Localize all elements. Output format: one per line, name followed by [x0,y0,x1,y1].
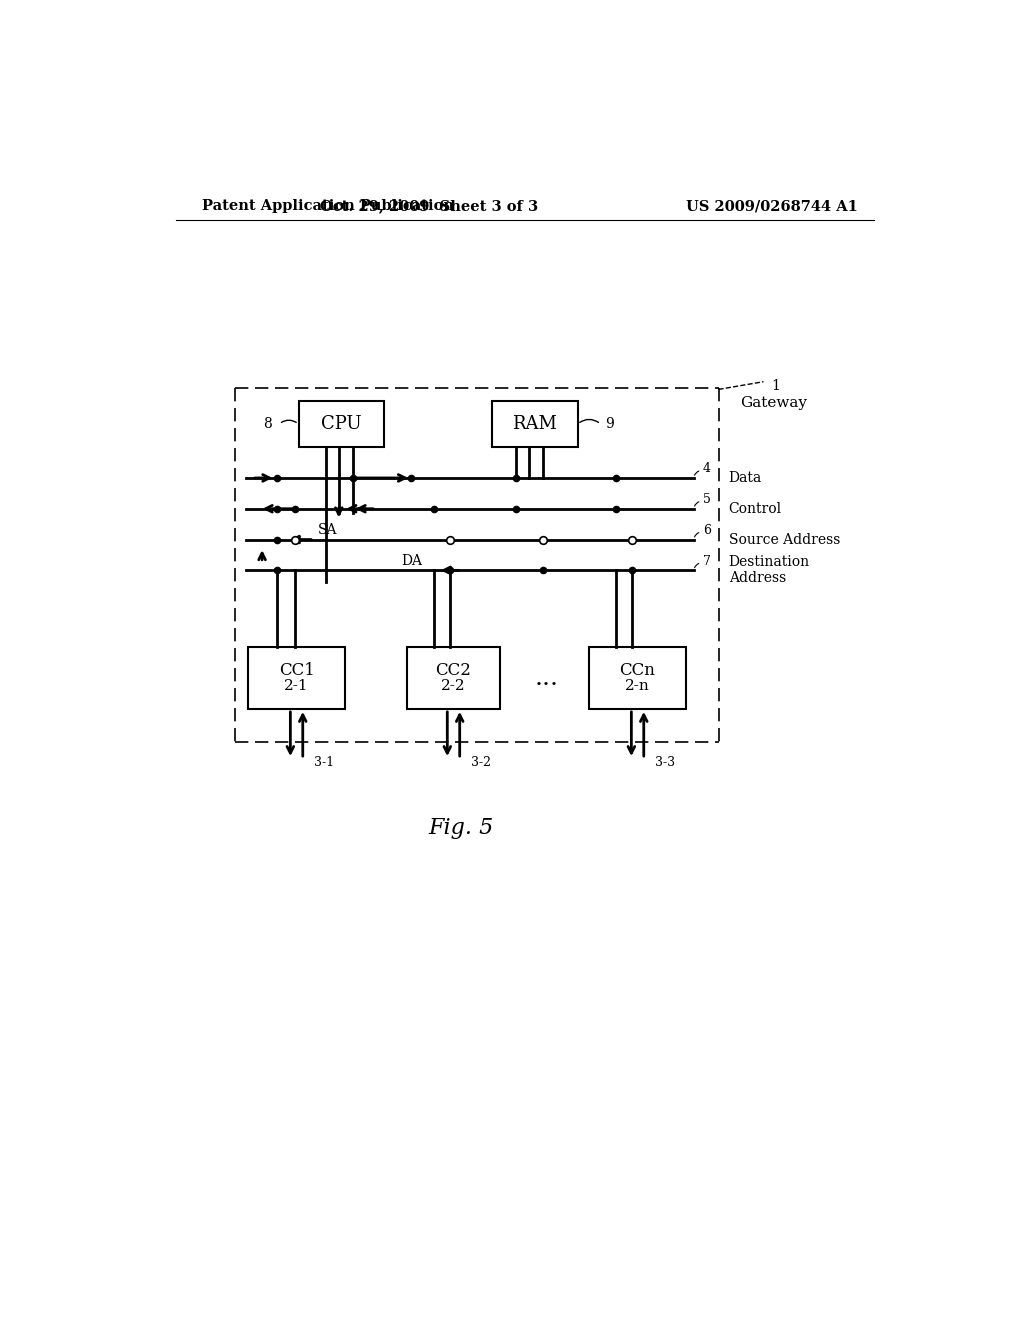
Text: CCn: CCn [620,661,655,678]
Text: SA: SA [317,523,337,537]
Bar [493,401,578,447]
Text: 8: 8 [263,417,272,432]
Text: Patent Application Publication: Patent Application Publication [202,199,454,213]
Text: CC2: CC2 [435,661,471,678]
Text: Fig. 5: Fig. 5 [429,817,494,840]
Text: 5: 5 [703,492,711,506]
Bar [248,647,345,709]
Text: 3-2: 3-2 [471,756,490,770]
Text: 2-n: 2-n [626,678,650,693]
Text: Data: Data [729,471,762,484]
Text: 3-1: 3-1 [313,756,334,770]
Text: Destination
Address: Destination Address [729,556,810,586]
Text: 2-1: 2-1 [285,678,309,693]
Text: CC1: CC1 [279,661,314,678]
Text: Control: Control [729,502,781,516]
Text: 9: 9 [604,417,613,432]
Text: Gateway: Gateway [740,396,807,411]
Text: RAM: RAM [512,414,557,433]
Text: CPU: CPU [321,414,361,433]
Text: 2-2: 2-2 [441,678,466,693]
Text: 4: 4 [703,462,711,475]
Bar [299,401,384,447]
Bar [589,647,686,709]
Text: US 2009/0268744 A1: US 2009/0268744 A1 [686,199,858,213]
Text: DA: DA [400,554,422,568]
Text: Oct. 29, 2009  Sheet 3 of 3: Oct. 29, 2009 Sheet 3 of 3 [319,199,538,213]
Text: 6: 6 [703,524,711,537]
Text: 3-3: 3-3 [654,756,675,770]
Bar [407,647,500,709]
Text: 1: 1 [771,379,780,392]
Text: Source Address: Source Address [729,532,840,546]
Text: 7: 7 [703,554,711,568]
Text: ...: ... [535,667,558,689]
